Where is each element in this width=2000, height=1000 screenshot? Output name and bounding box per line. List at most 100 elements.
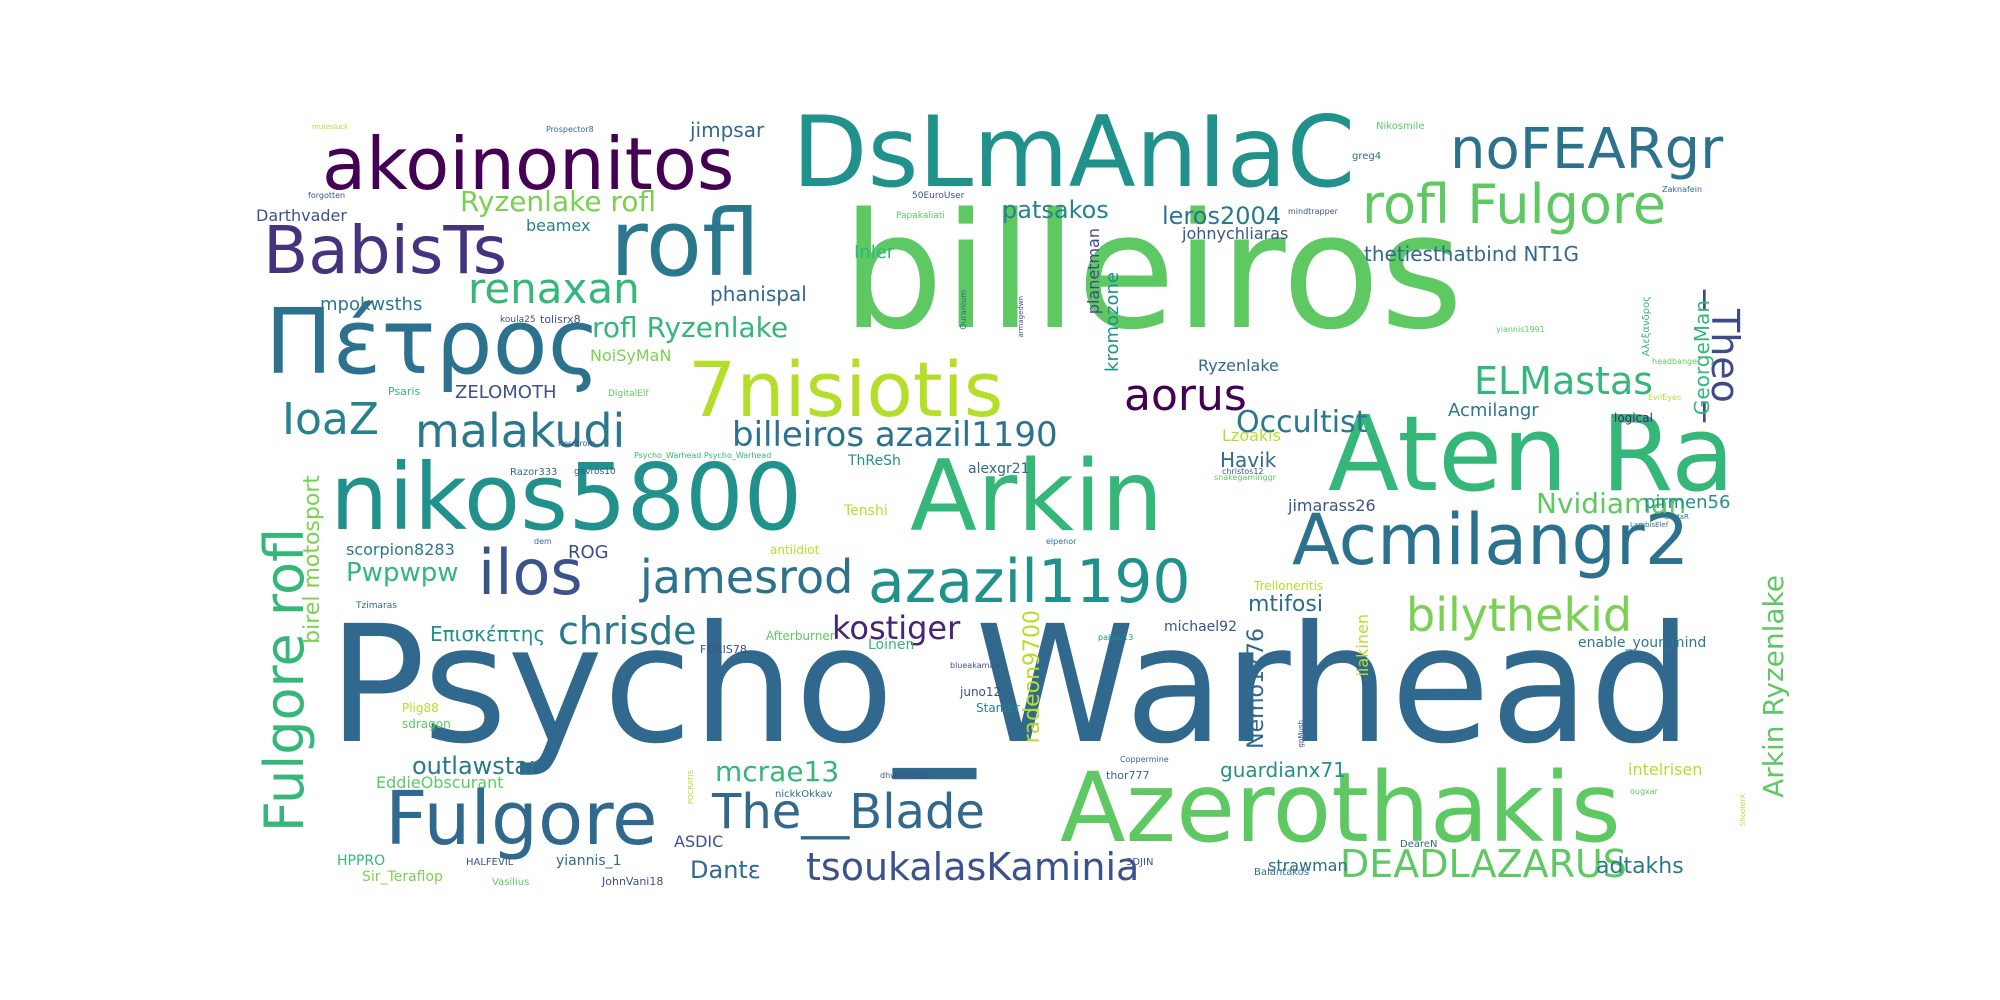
word: Plig88	[402, 701, 439, 715]
word: mtifosi	[1248, 592, 1323, 617]
word: Acmilangr2	[1292, 499, 1690, 581]
word: IoaZ	[282, 394, 380, 445]
word: jimpsar	[690, 118, 765, 142]
word: ougxar	[1630, 787, 1658, 796]
word: JohnVani18	[602, 875, 664, 888]
word: 7nisiotis	[688, 345, 1004, 434]
word: outlawstar	[412, 752, 539, 780]
word: Occultist	[1236, 405, 1368, 440]
word: Pwpwpw	[346, 558, 459, 588]
word: Nikosmile	[1376, 121, 1425, 132]
word: gpMush	[1297, 720, 1305, 748]
word: Επισκέπτης	[430, 622, 546, 646]
word: NoiSyMaN	[590, 346, 672, 365]
word: mindtrapper	[1288, 207, 1338, 216]
word: mutesluck	[312, 123, 349, 131]
word: koula25	[500, 315, 536, 325]
word: akoinonitos	[322, 122, 735, 206]
word: Πέτρος	[265, 290, 601, 395]
word: rofl	[610, 190, 761, 297]
word: DeareN	[1400, 839, 1438, 850]
word: FORIS78	[700, 643, 747, 656]
word: Coppermine	[1120, 755, 1169, 764]
word: headbanger	[1652, 357, 1701, 366]
word: billeiros	[842, 178, 1464, 365]
word: ROG	[568, 542, 609, 563]
word: jamesrod	[640, 550, 854, 604]
word: Tzimaras	[356, 601, 397, 611]
word: renaxan	[468, 264, 640, 313]
word: Darthvader	[256, 206, 347, 225]
word: blueakamah	[950, 661, 1000, 670]
word: iiakinen	[1353, 614, 1372, 677]
word: nikos5800	[330, 444, 803, 551]
word: Ouranium	[959, 290, 968, 330]
word: billeiros azazil1190	[732, 415, 1058, 455]
word: rofl Fulgore	[1362, 173, 1667, 236]
word: logical	[1614, 411, 1653, 425]
word: Sir_Teraflop	[362, 869, 443, 885]
word: scorpion8283	[346, 540, 455, 559]
word: armagedwn	[1017, 296, 1025, 338]
word: elpenor	[1046, 537, 1077, 546]
word: _Theo_	[1703, 290, 1747, 422]
word: Αλεξανδρος	[1641, 296, 1652, 357]
word: Azerothakis	[1060, 752, 1621, 864]
word: rofl Ryzenlake	[592, 311, 789, 344]
word: Lzoakis	[1222, 426, 1281, 445]
word: mpokwsths	[320, 294, 423, 315]
word: DigitalElf	[608, 389, 649, 399]
word: Razor333	[510, 467, 558, 478]
word: tsoukalasKaminia	[806, 845, 1140, 889]
word: EvilEyes	[1648, 393, 1682, 402]
word: Havik	[1220, 448, 1277, 472]
word: Ryzenlake rofl	[460, 185, 657, 218]
word: guardianx71	[1220, 758, 1346, 782]
word: Nvidiaman	[1536, 487, 1687, 520]
word: noFEARgr	[1450, 117, 1724, 182]
word: enable_your_mind	[1578, 635, 1707, 651]
word: HALFEVIL	[466, 857, 514, 868]
word: dhwhtries22	[880, 771, 930, 780]
word: planetman	[1084, 228, 1103, 315]
word: Arkin Ryzenlake	[1757, 575, 1790, 798]
word: Tenshi	[844, 503, 888, 519]
word: jimarass26	[1288, 496, 1376, 515]
word: alexgr21	[968, 461, 1030, 477]
word: Fulgore	[385, 776, 658, 862]
word: bilythekid	[1406, 588, 1633, 642]
word: Psaris	[388, 385, 421, 398]
word: thetiesthatbind NT1G	[1364, 242, 1579, 266]
word: azazil1190	[868, 547, 1191, 617]
word: adtakhs	[1596, 854, 1684, 879]
word: thor777	[1106, 769, 1150, 782]
word: pirmen56	[1644, 492, 1731, 513]
word: Stamer	[976, 701, 1020, 715]
word: Dantε	[690, 856, 761, 884]
word: greg4	[1352, 151, 1382, 162]
word: forgotten	[308, 191, 346, 200]
word: yiannis_1	[556, 853, 622, 869]
word: ASDIC	[674, 832, 724, 851]
word: birel motosport	[300, 475, 325, 644]
word: chrisde	[558, 609, 697, 653]
word: ilos	[478, 536, 583, 609]
word: Trelloneritis	[1254, 579, 1324, 593]
word: radeon9700	[1020, 610, 1045, 744]
word: BabisTs	[263, 212, 508, 289]
word: beamex	[526, 216, 591, 235]
word: kromozone	[1102, 272, 1123, 372]
word: malakudi	[415, 404, 626, 458]
word: Prospector8	[546, 125, 594, 134]
word: 3DJIN	[1126, 857, 1154, 868]
word: Aten Ra	[1328, 393, 1735, 515]
word: yiannis1991	[1496, 325, 1545, 334]
word: christos12	[1222, 467, 1264, 476]
word: johnychliaras	[1182, 224, 1289, 243]
word: Afterburner	[766, 629, 835, 643]
word: nickkOkkav	[775, 789, 833, 800]
word: ShooterX	[1739, 794, 1747, 827]
word: Psycho_Warhead	[328, 592, 1693, 780]
word: Arkin	[910, 440, 1164, 554]
